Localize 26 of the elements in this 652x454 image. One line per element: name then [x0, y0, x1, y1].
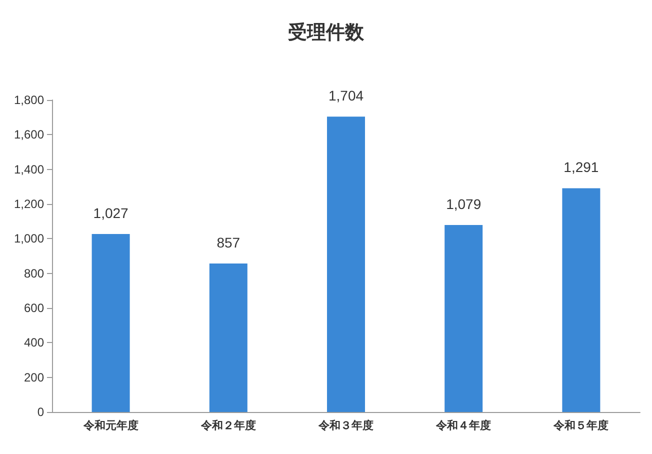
x-tick-label: 令和５年度 [552, 419, 609, 432]
data-label: 1,079 [446, 196, 482, 212]
bar [209, 263, 248, 412]
y-tick-label: 400 [24, 336, 44, 350]
bar [92, 234, 130, 412]
y-tick-label: 1,400 [14, 162, 44, 176]
y-tick-label: 1,000 [14, 232, 44, 246]
y-tick-label: 1,600 [14, 128, 44, 142]
data-label: 1,704 [328, 88, 364, 104]
x-tick-label: 令和３年度 [318, 419, 374, 432]
y-tick-label: 200 [24, 370, 44, 384]
y-tick-label: 0 [37, 405, 44, 419]
bar [562, 188, 600, 412]
data-label: 857 [216, 234, 240, 250]
bar [327, 116, 365, 412]
bar [444, 224, 483, 412]
y-tick-label: 1,800 [14, 93, 44, 107]
y-tick-label: 600 [24, 301, 44, 315]
x-tick-label: 令和元年度 [82, 419, 138, 432]
data-label: 1,291 [564, 159, 599, 176]
y-tick-label: 1,200 [14, 197, 44, 211]
chart-title: 受理件数 [288, 22, 365, 44]
y-tick-label: 800 [24, 266, 44, 280]
data-label: 1,027 [93, 204, 129, 221]
x-tick-label: 令和４年度 [435, 419, 492, 432]
x-tick-label: 令和２年度 [200, 419, 256, 432]
